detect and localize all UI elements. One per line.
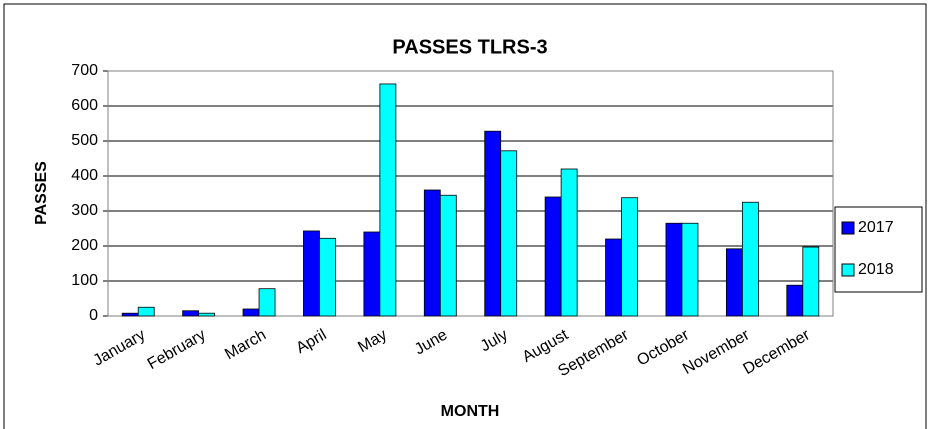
y-tick-label: 400 [71, 167, 98, 184]
legend-swatch [841, 263, 855, 277]
bar [544, 196, 562, 317]
bar [681, 222, 699, 317]
legend-label: 2017 [858, 219, 894, 236]
bar [439, 194, 457, 317]
chart-frame [3, 3, 927, 429]
legend-box [834, 206, 923, 293]
bar [605, 238, 622, 317]
x-axis-label: MONTH [441, 403, 500, 420]
plot-area [107, 70, 834, 317]
y-tick-label: 100 [71, 272, 98, 289]
bar [786, 284, 804, 317]
y-axis-label: PASSES [33, 161, 50, 225]
bar [621, 197, 638, 317]
bar [121, 312, 139, 317]
bar [258, 288, 276, 317]
bar [560, 168, 578, 317]
bar [484, 130, 502, 317]
legend-swatch [841, 221, 855, 235]
y-tick-label: 600 [71, 97, 98, 114]
bar [500, 150, 518, 317]
y-tick-label: 300 [71, 202, 98, 219]
y-tick-label: 0 [89, 307, 98, 324]
bar [242, 308, 260, 317]
bar [665, 222, 683, 317]
chart-title: PASSES TLRS-3 [392, 36, 547, 58]
legend-label: 2018 [858, 261, 894, 278]
bar [182, 310, 200, 317]
y-tick-label: 500 [71, 132, 98, 149]
y-tick-label: 200 [71, 237, 98, 254]
y-tick-label: 700 [71, 62, 98, 79]
bar [303, 230, 320, 317]
bar [379, 83, 397, 317]
bar [319, 237, 336, 317]
bar [423, 189, 441, 317]
bar [198, 312, 216, 317]
bar [725, 248, 743, 317]
bar [137, 306, 155, 317]
bar [802, 246, 820, 317]
bar [363, 231, 381, 317]
bar [741, 201, 759, 317]
